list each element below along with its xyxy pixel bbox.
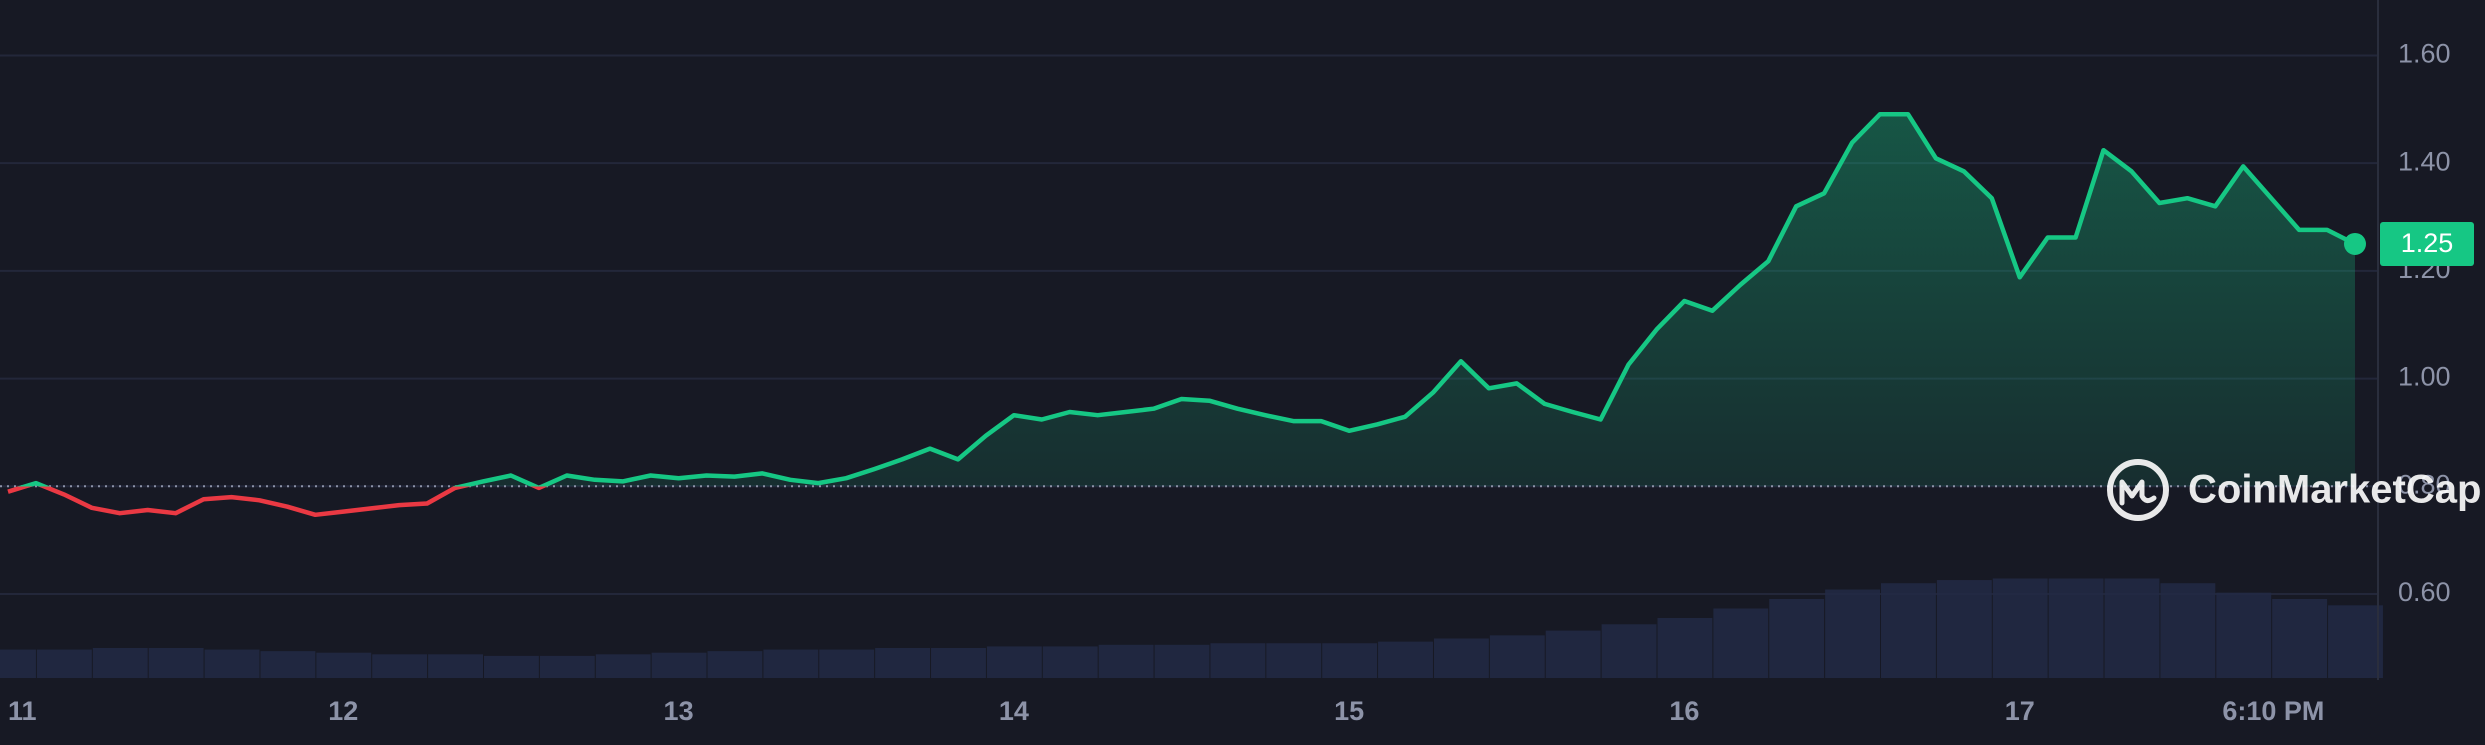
volume-bar	[1154, 644, 1210, 678]
volume-bar	[1936, 580, 1992, 678]
volume-bar	[1433, 638, 1489, 678]
volume-bar	[2104, 578, 2160, 678]
volume	[0, 578, 2383, 678]
y-tick-label: 0.60	[2398, 577, 2451, 607]
price-tag	[2380, 221, 2474, 266]
volume-bar	[1378, 641, 1433, 678]
volume-bar	[372, 654, 428, 678]
volume-bar	[1769, 599, 1825, 678]
volume-bar	[92, 647, 148, 678]
price-tag-label: 1.25	[2401, 228, 2454, 258]
x-tick-label: 13	[664, 696, 694, 726]
y-tick-label: 1.00	[2398, 362, 2451, 392]
volume-bar	[595, 654, 651, 678]
volume-bar	[1489, 635, 1545, 678]
volume-bar	[931, 647, 986, 678]
volume-bar	[1601, 624, 1657, 678]
watermark: CoinMarketCap	[2107, 459, 2481, 521]
volume-bar	[1098, 644, 1154, 678]
x-tick-label: 16	[1669, 696, 1699, 726]
volume-bar	[483, 655, 539, 678]
volume-bar	[1545, 630, 1601, 678]
logo	[2107, 459, 2169, 521]
x-tick-label: 15	[1334, 696, 1364, 726]
volume-bar	[2048, 578, 2104, 678]
volume-bar	[316, 652, 372, 678]
volume-bar	[539, 655, 595, 678]
x-tick-label: 14	[999, 696, 1029, 726]
volume-bar	[1210, 643, 1266, 678]
volume-bar	[1322, 643, 1378, 678]
x-tick-label: 17	[2005, 696, 2035, 726]
volume-bar	[1881, 583, 1936, 678]
volume-bar	[1825, 589, 1881, 678]
volume-bar	[2160, 583, 2216, 678]
volume-bar	[2216, 592, 2272, 678]
volume-bar	[1042, 646, 1098, 678]
area	[25, 114, 2355, 487]
volume-bar	[707, 651, 763, 678]
volume-bar	[651, 652, 707, 678]
volume-bar	[2328, 605, 2383, 678]
watermark-text: CoinMarketCap	[2188, 468, 2481, 512]
logo-mark	[2119, 479, 2157, 506]
y-tick-label: 1.40	[2398, 146, 2451, 176]
volume-bar	[1713, 608, 1769, 678]
volume-bar	[1992, 578, 2048, 678]
volume-bar	[1266, 643, 1322, 678]
volume-bar	[428, 654, 483, 678]
x-tick-label: 11	[8, 696, 37, 726]
volume-bar	[148, 647, 204, 678]
volume-bar	[260, 651, 316, 678]
plot	[0, 111, 2378, 518]
volume-bar	[986, 646, 1042, 678]
volume-bar	[1657, 617, 1713, 678]
volume-bar	[819, 649, 875, 678]
volume-bar	[875, 647, 931, 678]
price-line	[7, 111, 2357, 518]
volume-bar	[0, 649, 36, 678]
volume-bar	[763, 649, 819, 678]
x-tick-label: 6:10 PM	[2222, 696, 2324, 726]
y-tick-label: 0.80	[2398, 469, 2451, 499]
volume-bar	[36, 649, 92, 678]
y-tick-label: 1.60	[2398, 39, 2451, 69]
last-point	[2344, 232, 2366, 255]
volume-bar	[204, 649, 260, 678]
volume-bar	[2272, 599, 2328, 678]
x-tick-label: 12	[328, 696, 358, 726]
